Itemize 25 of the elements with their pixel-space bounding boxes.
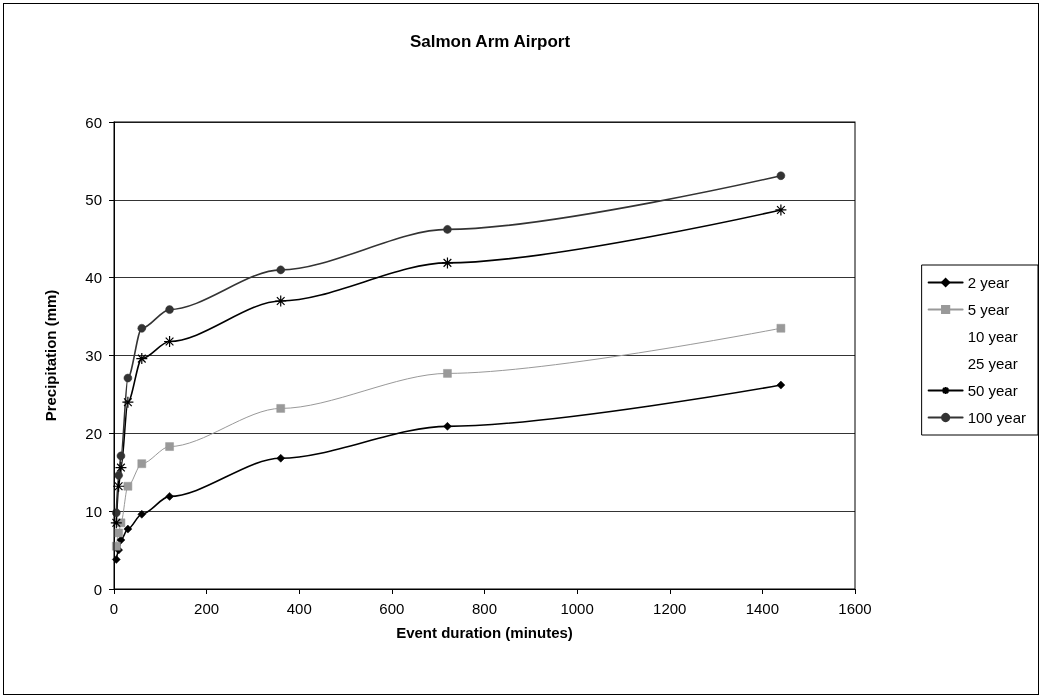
legend-label: 50 year [967,382,1018,399]
y-tick-label: 60 [85,113,102,131]
x-axis-title: Event duration (minutes) [396,624,573,641]
legend-label: 5 year [967,301,1010,318]
y-axis-title: Precipitation (mm) [42,289,59,422]
x-tick-label: 1400 [745,600,780,617]
y-tick-label: 50 [85,191,102,209]
text: 25 year [967,355,1018,372]
legend-label: 100 year [967,409,1026,426]
x-tick-label: 600 [379,600,405,617]
x-tick-label: 200 [194,600,220,617]
y-tick-label: 30 [85,347,102,364]
y-tick-label: 0 [93,580,102,598]
y-tick-label: 20 [85,424,102,442]
legend-label: 2 year [967,274,1010,291]
x-tick-label: 0 [109,600,119,617]
y-tick-label: 10 [85,502,102,520]
chart-title: Salmon Arm Airport [409,32,571,51]
y-tick-label: 40 [85,269,102,287]
text: 10 year [967,328,1018,345]
x-tick-label: 1200 [653,600,687,617]
x-tick-label: 400 [286,600,312,617]
x-tick-label: 800 [471,600,498,617]
x-tick-label: 1000 [560,600,594,617]
x-tick-label: 1600 [838,600,872,617]
